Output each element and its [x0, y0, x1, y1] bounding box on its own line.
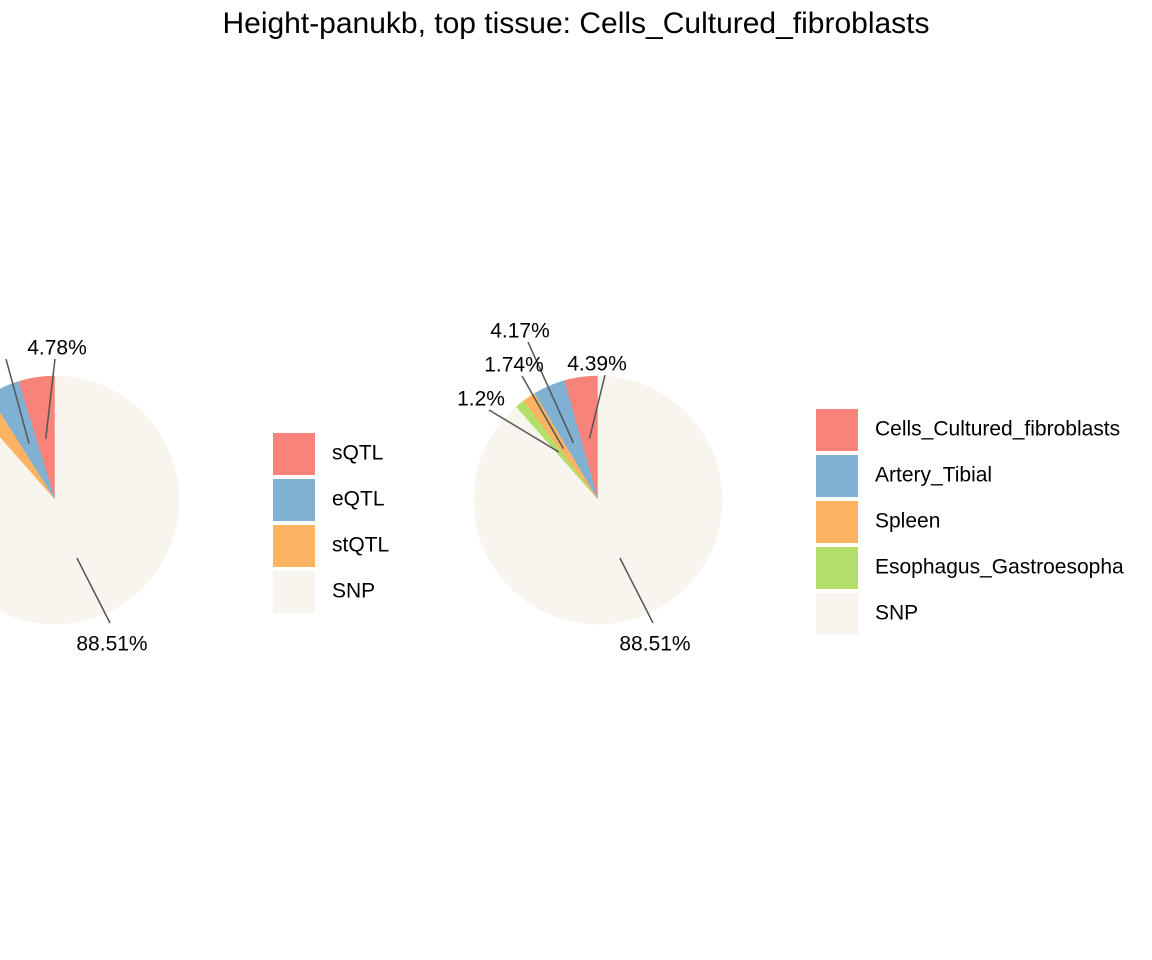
legend-swatch-cells-cultured-fibroblasts — [816, 409, 858, 451]
chart-title: Height-panukb, top tissue: Cells_Culture… — [222, 7, 929, 40]
legend-tissues: Cells_Cultured_fibroblasts Artery_Tibial S… — [816, 409, 1124, 635]
legend-label-snp: SNP — [875, 602, 918, 625]
pie-chart-qtl-types: 4.78% 88.51% — [0, 337, 180, 656]
legend-label-sqtl: sQTL — [332, 442, 383, 465]
legend-swatch-esophagus-gastroesophageal-junction — [816, 547, 858, 589]
leader-line-snp — [76, 557, 111, 624]
slice-label-spleen: 1.74% — [484, 354, 544, 377]
slice-label-snp: 88.51% — [619, 633, 690, 656]
legend-label-cells-cultured-fibroblasts: Cells_Cultured_fibroblasts — [875, 418, 1120, 441]
legend-swatch-stqtl — [273, 525, 315, 567]
legend-swatch-sqtl — [273, 433, 315, 475]
leader-line-esophagus-gastroesophageal-junction — [488, 409, 560, 453]
legend-label-spleen: Spleen — [875, 510, 940, 533]
slice-label-sqtl: 4.78% — [27, 337, 87, 360]
slice-label-esophagus-gastroesophageal-junction: 1.2% — [457, 388, 505, 411]
slice-label-cells-cultured-fibroblasts: 4.39% — [567, 353, 627, 376]
legend-swatch-eqtl — [273, 479, 315, 521]
pie-chart-tissues: 4.39% 4.17% 1.74% 1.2% 88.51% — [457, 320, 723, 656]
legend-swatch-snp — [273, 571, 315, 613]
legend-label-eqtl: eQTL — [332, 488, 385, 511]
legend-swatch-artery-tibial — [816, 455, 858, 497]
pie-slice-snp — [473, 375, 723, 625]
leader-line-spleen — [521, 375, 565, 449]
leader-line-artery-tibial — [527, 341, 575, 444]
legend-qtl-types: sQTL eQTL stQTL SNP — [273, 433, 389, 613]
leader-line-eqtl — [5, 358, 30, 444]
legend-label-artery-tibial: Artery_Tibial — [875, 464, 992, 487]
leader-line-snp — [619, 557, 654, 624]
leader-line-cells-cultured-fibroblasts — [588, 374, 606, 439]
pie-slice-snp — [0, 375, 180, 625]
slice-label-snp: 88.51% — [76, 633, 147, 656]
legend-label-esophagus-gastroesophageal-junction: Esophagus_Gastroesopha — [875, 556, 1124, 579]
legend-swatch-snp — [816, 593, 858, 635]
slice-label-artery-tibial: 4.17% — [490, 320, 550, 343]
legend-label-stqtl: stQTL — [332, 534, 389, 557]
pie-slice-eqtl — [0, 381, 56, 501]
legend-swatch-spleen — [816, 501, 858, 543]
leader-line-sqtl — [44, 358, 56, 439]
legend-label-snp: SNP — [332, 580, 375, 603]
